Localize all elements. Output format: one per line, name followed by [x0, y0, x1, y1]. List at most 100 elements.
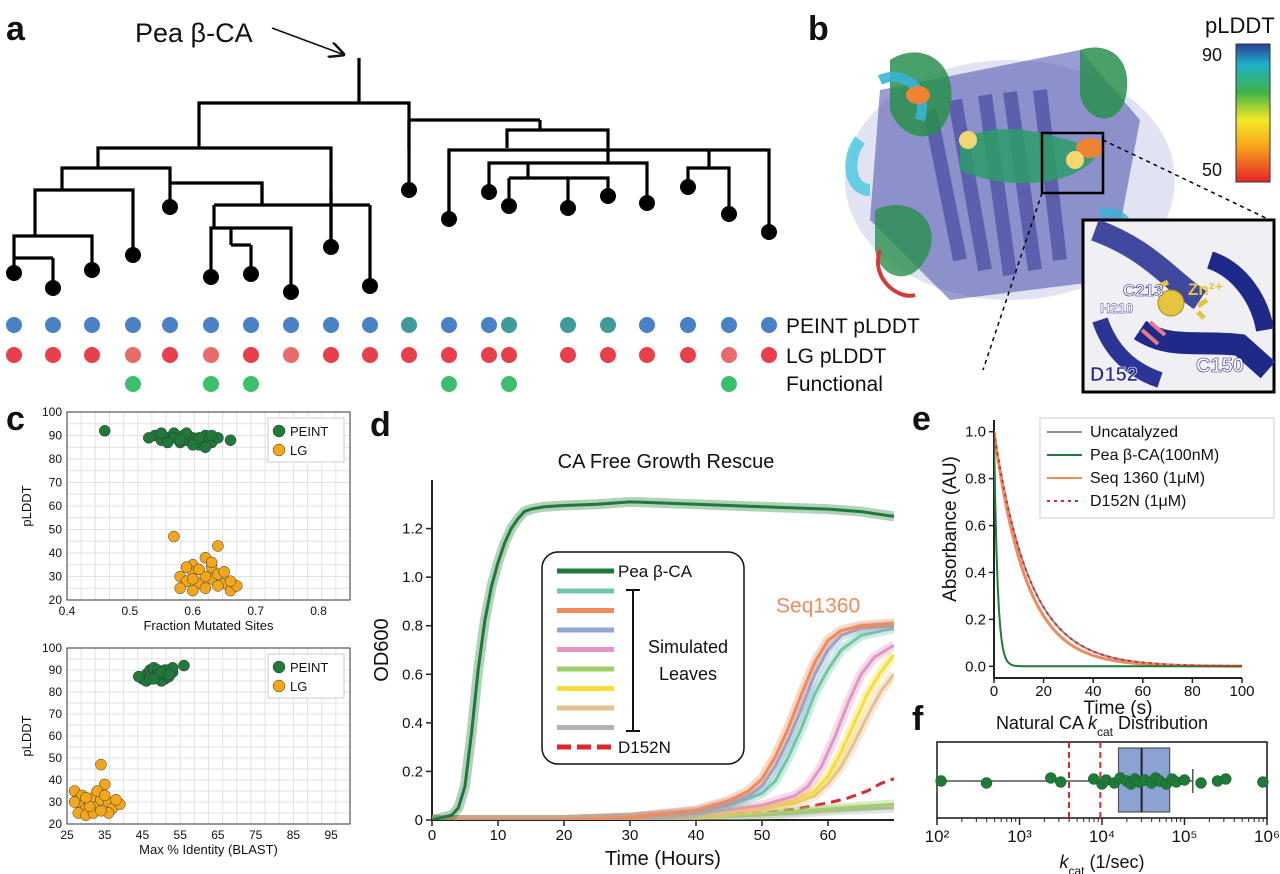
- y-tick-label: 0.8: [965, 471, 986, 488]
- legend-marker: [272, 424, 286, 438]
- peint-dot: [84, 317, 100, 333]
- legend-label-pea: Pea β-CA: [618, 562, 693, 581]
- lg-dot: [243, 347, 259, 363]
- x-tick-label: 25: [60, 828, 74, 842]
- x-tick-label: 0.6: [184, 604, 201, 618]
- x-tick-label: 100: [1229, 683, 1254, 700]
- data-point-peint: [224, 434, 237, 446]
- x-axis-label: Max % Identity (BLAST): [139, 842, 278, 857]
- zoom-line-right: [1102, 139, 1271, 221]
- peint-dot: [761, 317, 777, 333]
- dot-rows: [6, 317, 777, 392]
- panel-label-d: d: [370, 406, 391, 444]
- root-arrow: [271, 27, 342, 54]
- x-tick-label: 95: [324, 828, 338, 842]
- x-tick-label: 0.7: [247, 604, 264, 618]
- y-tick-label: 100: [42, 641, 62, 655]
- panel-label-f: f: [912, 700, 924, 738]
- y-tick-label: 1.2: [402, 521, 423, 538]
- legend-label: LG: [290, 679, 307, 694]
- legend-label: PEINT: [290, 660, 328, 675]
- y-tick-label: 0.6: [402, 666, 423, 683]
- peint-dot: [45, 317, 61, 333]
- panel-label-e: e: [912, 400, 931, 438]
- x-axis-label: Fraction Mutated Sites: [143, 618, 274, 633]
- series-line-d152n-1-m-: [994, 431, 1242, 668]
- legend-label: Uncatalyzed: [1090, 424, 1178, 441]
- xlabel-k: k: [1059, 852, 1069, 872]
- zoom-box: [1040, 131, 1105, 195]
- y-tick-label: 80: [49, 685, 63, 699]
- tree-leaf: [401, 182, 417, 198]
- x-tick-label: 0.8: [310, 604, 327, 618]
- legend-label-leaves: Leaves: [659, 664, 717, 684]
- x-tick-label: 40: [688, 827, 705, 844]
- kcat-point: [980, 777, 993, 789]
- x-axis-label: kcat (1/sec): [1059, 852, 1144, 874]
- legend-label: D152N (1μM): [1090, 493, 1186, 510]
- x-tick-label: 40: [1085, 683, 1102, 700]
- x-tick-label: 65: [211, 828, 225, 842]
- absorbance-chart: 0 20 40 60 80 100 0.0 0.2 0.4 0.6 0.8 1.0 Time (s) Ab…: [940, 417, 1275, 719]
- data-point-peint: [199, 441, 212, 453]
- peint-dot: [243, 317, 259, 333]
- data-point-lg: [95, 805, 107, 817]
- y-tick-label: 20: [49, 593, 63, 607]
- series-group: [994, 431, 1242, 668]
- y-tick-label: 20: [49, 817, 63, 831]
- y-tick-label: 30: [49, 570, 63, 584]
- data-point-lg: [224, 575, 237, 587]
- data-point-peint: [178, 659, 190, 672]
- panel-label-b: b: [808, 10, 829, 48]
- panel-label-a: a: [6, 10, 26, 48]
- lg-dot: [6, 347, 22, 363]
- x-tick-label: 0.5: [122, 604, 139, 618]
- x-tick-label: 55: [174, 828, 188, 842]
- tree-leaf: [481, 184, 497, 200]
- kcat-point: [1195, 777, 1207, 789]
- tree-leaf: [283, 284, 299, 300]
- x-tick-label: 20: [556, 827, 573, 844]
- tree-leaf: [243, 266, 259, 282]
- peint-dot: [501, 317, 517, 333]
- tree-leaf: [441, 211, 457, 227]
- lg-dot: [441, 347, 457, 363]
- y-tick-label: 0.2: [965, 611, 986, 628]
- legend-label: LG: [290, 443, 307, 458]
- row-label-peint: PEINT pLDDT: [786, 315, 920, 338]
- data-point-lg: [205, 556, 218, 569]
- scatter-fraction-mutated: 0.4 0.5 0.6 0.7 0.8 20 30 40 50 60 70 80 90 100 Fracti…: [19, 405, 351, 633]
- tree-branch: [209, 226, 293, 292]
- panel-label-c: c: [6, 400, 25, 438]
- peint-dot: [721, 317, 737, 333]
- residue-h210: H210: [1100, 300, 1134, 316]
- data-point-lg: [187, 584, 199, 597]
- data-point-lg: [168, 530, 180, 543]
- lg-dot: [501, 347, 517, 363]
- x-axis-label: Time (Hours): [605, 848, 721, 870]
- x-axis-label: Time (s): [1084, 698, 1153, 719]
- legend-label-d152n: D152N: [618, 738, 671, 757]
- tree-leaf: [203, 269, 219, 285]
- data-point-lg: [187, 573, 199, 585]
- tree-branch: [197, 101, 411, 188]
- data-point-peint: [98, 425, 111, 437]
- lg-dot: [721, 347, 737, 363]
- y-tick-label: 50: [49, 523, 63, 537]
- y-tick-label: 0.8: [402, 618, 423, 635]
- panel-b: b C: [808, 10, 1276, 394]
- tree-branch: [505, 128, 610, 163]
- y-tick-label: 90: [49, 663, 63, 677]
- data-point-peint: [187, 439, 199, 451]
- data-point-lg: [218, 566, 230, 578]
- data-point-lg: [212, 580, 224, 592]
- tree-branch: [566, 176, 610, 208]
- lg-dot: [125, 347, 141, 363]
- tree-leaf: [680, 179, 696, 195]
- functional-dot: [501, 376, 517, 392]
- phylogenetic-tree: [6, 58, 777, 300]
- row-label-functional: Functional: [786, 373, 883, 396]
- tree-leaf: [761, 224, 777, 240]
- lg-dot: [203, 347, 219, 363]
- tree-leaf: [721, 206, 737, 222]
